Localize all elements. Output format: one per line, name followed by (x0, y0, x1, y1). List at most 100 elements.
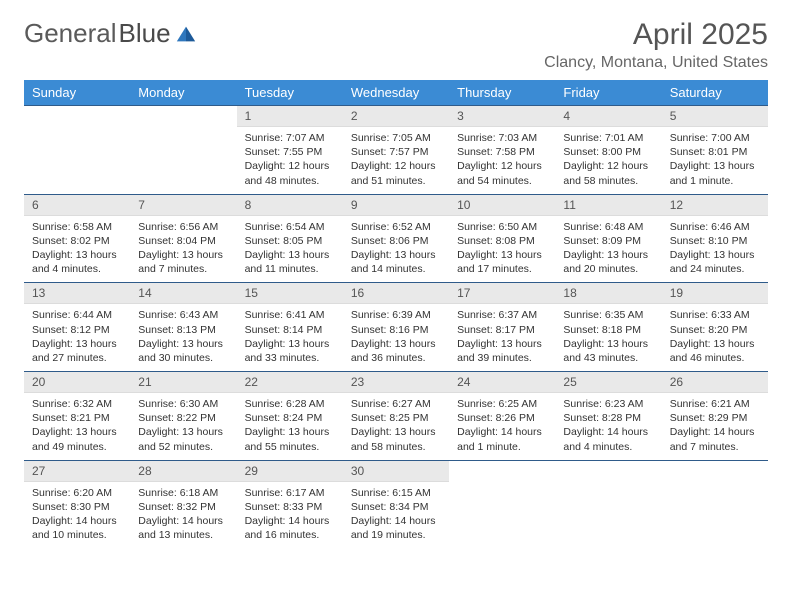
day-number: 10 (449, 195, 555, 216)
sunset-text: Sunset: 8:09 PM (563, 234, 653, 248)
calendar-week-row: 6Sunrise: 6:58 AMSunset: 8:02 PMDaylight… (24, 194, 768, 283)
daylight-text: Daylight: 14 hours and 10 minutes. (32, 514, 122, 542)
day-details: Sunrise: 7:05 AMSunset: 7:57 PMDaylight:… (343, 127, 449, 194)
sunset-text: Sunset: 7:55 PM (245, 145, 335, 159)
day-details: Sunrise: 6:28 AMSunset: 8:24 PMDaylight:… (237, 393, 343, 460)
day-details: Sunrise: 6:33 AMSunset: 8:20 PMDaylight:… (662, 304, 768, 371)
brand-text-2: Blue (119, 18, 171, 49)
day-number: 21 (130, 372, 236, 393)
day-number: 27 (24, 461, 130, 482)
sunset-text: Sunset: 8:08 PM (457, 234, 547, 248)
calendar-week-row: 13Sunrise: 6:44 AMSunset: 8:12 PMDayligh… (24, 283, 768, 372)
day-details: Sunrise: 7:07 AMSunset: 7:55 PMDaylight:… (237, 127, 343, 194)
day-number: 29 (237, 461, 343, 482)
sunrise-text: Sunrise: 6:41 AM (245, 308, 335, 322)
day-number: 2 (343, 106, 449, 127)
day-number: 3 (449, 106, 555, 127)
daylight-text: Daylight: 12 hours and 51 minutes. (351, 159, 441, 187)
calendar-day-cell: 8Sunrise: 6:54 AMSunset: 8:05 PMDaylight… (237, 194, 343, 283)
calendar-day-cell: 27Sunrise: 6:20 AMSunset: 8:30 PMDayligh… (24, 460, 130, 548)
daylight-text: Daylight: 13 hours and 20 minutes. (563, 248, 653, 276)
sunset-text: Sunset: 7:57 PM (351, 145, 441, 159)
sunset-text: Sunset: 8:01 PM (670, 145, 760, 159)
day-details: Sunrise: 6:46 AMSunset: 8:10 PMDaylight:… (662, 216, 768, 283)
weekday-header: Sunday (24, 80, 130, 106)
day-number: 15 (237, 283, 343, 304)
day-number: 13 (24, 283, 130, 304)
sunrise-text: Sunrise: 7:05 AM (351, 131, 441, 145)
sunrise-text: Sunrise: 6:23 AM (563, 397, 653, 411)
day-number: 26 (662, 372, 768, 393)
daylight-text: Daylight: 13 hours and 36 minutes. (351, 337, 441, 365)
sunrise-text: Sunrise: 7:07 AM (245, 131, 335, 145)
daylight-text: Daylight: 14 hours and 4 minutes. (563, 425, 653, 453)
calendar-day-cell: 17Sunrise: 6:37 AMSunset: 8:17 PMDayligh… (449, 283, 555, 372)
sunrise-text: Sunrise: 7:03 AM (457, 131, 547, 145)
day-details: Sunrise: 6:52 AMSunset: 8:06 PMDaylight:… (343, 216, 449, 283)
sunrise-text: Sunrise: 6:39 AM (351, 308, 441, 322)
calendar-day-cell: 13Sunrise: 6:44 AMSunset: 8:12 PMDayligh… (24, 283, 130, 372)
sunset-text: Sunset: 8:22 PM (138, 411, 228, 425)
day-details: Sunrise: 6:48 AMSunset: 8:09 PMDaylight:… (555, 216, 661, 283)
day-details: Sunrise: 6:50 AMSunset: 8:08 PMDaylight:… (449, 216, 555, 283)
calendar-day-cell: 15Sunrise: 6:41 AMSunset: 8:14 PMDayligh… (237, 283, 343, 372)
day-details: Sunrise: 6:15 AMSunset: 8:34 PMDaylight:… (343, 482, 449, 549)
day-number: 1 (237, 106, 343, 127)
sunrise-text: Sunrise: 6:35 AM (563, 308, 653, 322)
sunrise-text: Sunrise: 6:48 AM (563, 220, 653, 234)
day-details: Sunrise: 6:18 AMSunset: 8:32 PMDaylight:… (130, 482, 236, 549)
daylight-text: Daylight: 13 hours and 14 minutes. (351, 248, 441, 276)
sunset-text: Sunset: 8:04 PM (138, 234, 228, 248)
calendar-day-cell: 24Sunrise: 6:25 AMSunset: 8:26 PMDayligh… (449, 372, 555, 461)
day-number: 6 (24, 195, 130, 216)
daylight-text: Daylight: 14 hours and 7 minutes. (670, 425, 760, 453)
daylight-text: Daylight: 13 hours and 1 minute. (670, 159, 760, 187)
daylight-text: Daylight: 13 hours and 43 minutes. (563, 337, 653, 365)
sunset-text: Sunset: 7:58 PM (457, 145, 547, 159)
calendar-week-row: 27Sunrise: 6:20 AMSunset: 8:30 PMDayligh… (24, 460, 768, 548)
calendar-day-cell: 3 Sunrise: 7:03 AMSunset: 7:58 PMDaylight… (449, 106, 555, 195)
sunset-text: Sunset: 8:16 PM (351, 323, 441, 337)
calendar-day-cell: 20Sunrise: 6:32 AMSunset: 8:21 PMDayligh… (24, 372, 130, 461)
day-details: Sunrise: 6:21 AMSunset: 8:29 PMDaylight:… (662, 393, 768, 460)
calendar-day-cell: 9Sunrise: 6:52 AMSunset: 8:06 PMDaylight… (343, 194, 449, 283)
sunrise-text: Sunrise: 6:28 AM (245, 397, 335, 411)
day-number: 17 (449, 283, 555, 304)
sunset-text: Sunset: 8:29 PM (670, 411, 760, 425)
day-details: Sunrise: 7:01 AMSunset: 8:00 PMDaylight:… (555, 127, 661, 194)
sunrise-text: Sunrise: 6:50 AM (457, 220, 547, 234)
day-details: Sunrise: 6:44 AMSunset: 8:12 PMDaylight:… (24, 304, 130, 371)
calendar-day-cell (130, 106, 236, 195)
location-text: Clancy, Montana, United States (544, 54, 768, 72)
calendar-day-cell: 2Sunrise: 7:05 AMSunset: 7:57 PMDaylight… (343, 106, 449, 195)
sunrise-text: Sunrise: 6:25 AM (457, 397, 547, 411)
day-details: Sunrise: 7:00 AMSunset: 8:01 PMDaylight:… (662, 127, 768, 194)
brand-text-1: General (24, 18, 117, 49)
day-number: 28 (130, 461, 236, 482)
daylight-text: Daylight: 12 hours and 58 minutes. (563, 159, 653, 187)
weekday-header: Tuesday (237, 80, 343, 106)
day-details: Sunrise: 6:27 AMSunset: 8:25 PMDaylight:… (343, 393, 449, 460)
sunrise-text: Sunrise: 6:44 AM (32, 308, 122, 322)
daylight-text: Daylight: 13 hours and 17 minutes. (457, 248, 547, 276)
sunrise-text: Sunrise: 6:58 AM (32, 220, 122, 234)
sunset-text: Sunset: 8:34 PM (351, 500, 441, 514)
sunset-text: Sunset: 8:14 PM (245, 323, 335, 337)
daylight-text: Daylight: 13 hours and 27 minutes. (32, 337, 122, 365)
daylight-text: Daylight: 12 hours and 54 minutes. (457, 159, 547, 187)
page-header: GeneralBlue April 2025 Clancy, Montana, … (24, 18, 768, 72)
brand-mark-icon (175, 23, 197, 45)
day-number: 23 (343, 372, 449, 393)
day-details: Sunrise: 6:39 AMSunset: 8:16 PMDaylight:… (343, 304, 449, 371)
day-number: 9 (343, 195, 449, 216)
daylight-text: Daylight: 13 hours and 4 minutes. (32, 248, 122, 276)
day-number: 8 (237, 195, 343, 216)
daylight-text: Daylight: 12 hours and 48 minutes. (245, 159, 335, 187)
day-details: Sunrise: 6:35 AMSunset: 8:18 PMDaylight:… (555, 304, 661, 371)
day-details: Sunrise: 6:30 AMSunset: 8:22 PMDaylight:… (130, 393, 236, 460)
sunset-text: Sunset: 8:18 PM (563, 323, 653, 337)
calendar-day-cell: 16Sunrise: 6:39 AMSunset: 8:16 PMDayligh… (343, 283, 449, 372)
day-details: Sunrise: 6:43 AMSunset: 8:13 PMDaylight:… (130, 304, 236, 371)
day-details: Sunrise: 6:17 AMSunset: 8:33 PMDaylight:… (237, 482, 343, 549)
sunset-text: Sunset: 8:20 PM (670, 323, 760, 337)
